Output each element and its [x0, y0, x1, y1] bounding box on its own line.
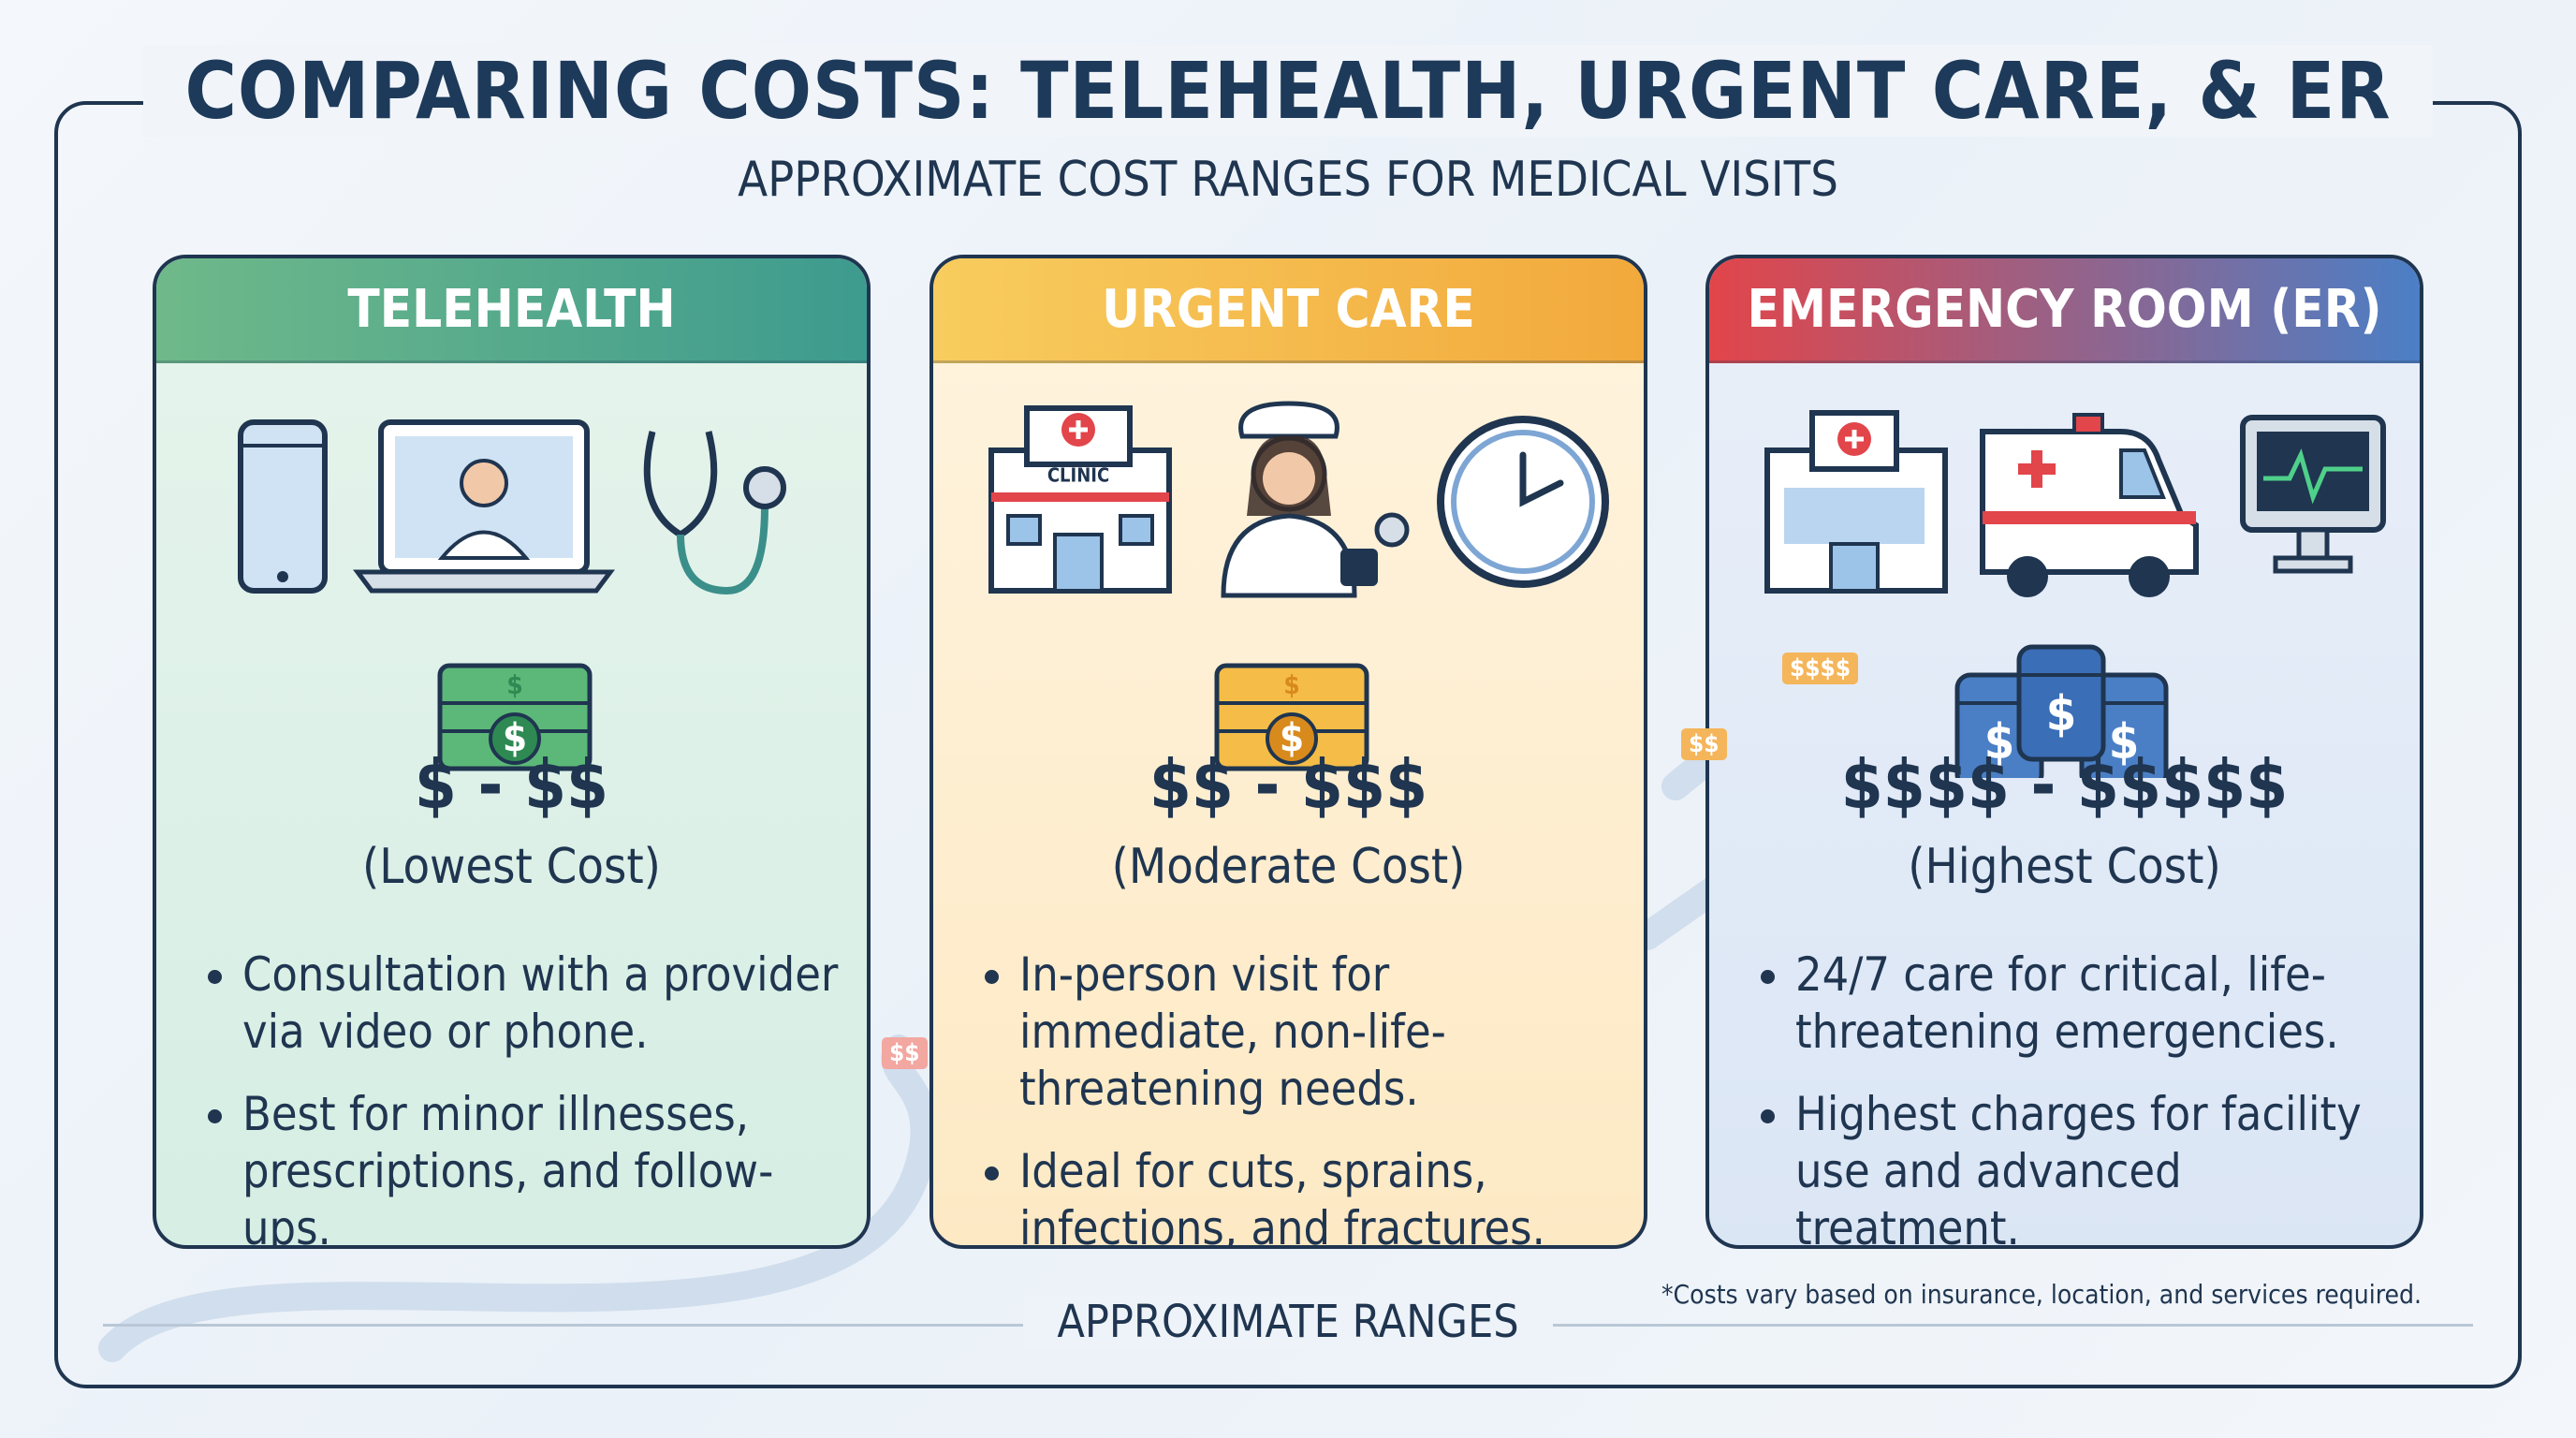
icon-shape — [1340, 549, 1378, 586]
icon-shape — [2018, 450, 2056, 488]
bullet: Consultation with a provider via video o… — [242, 946, 839, 1061]
bill-symbol: $ — [1984, 714, 2015, 770]
bullet: In-person visit for immediate, non-life-… — [1019, 946, 1616, 1118]
footer-label: APPROXIMATE RANGES — [1023, 1296, 1553, 1348]
bill-symbol: $ — [1280, 715, 1304, 761]
subtitle: APPROXIMATE COST RANGES FOR MEDICAL VISI… — [738, 152, 1838, 208]
card-icons — [238, 419, 786, 595]
icon-shape — [677, 506, 768, 595]
bullet: Best for minor illnesses, prescriptions,… — [242, 1086, 839, 1245]
road-tag: $$ — [882, 1037, 928, 1069]
icon-shape — [238, 419, 328, 594]
icon-shape — [437, 530, 531, 560]
icon-shape — [1069, 420, 1088, 439]
icon-shape — [1983, 511, 2196, 524]
bullet-list: 24/7 care for critical, life-threatening… — [1758, 946, 2392, 1245]
icon-shape — [460, 459, 508, 507]
icon-shape — [2273, 555, 2353, 574]
road-tag: $$$$ — [1782, 653, 1859, 684]
icon-shape — [1266, 712, 1318, 765]
icon-shape — [1451, 430, 1595, 574]
icon-shape — [1221, 513, 1357, 598]
icon-shape — [1006, 514, 1042, 546]
road-tag: $$ — [1681, 728, 1727, 760]
bill-symbol: $ — [503, 715, 527, 761]
cost-card: EMERGENCY ROOM (ER) $ $ $ $$$$ - $$$$$ (… — [1705, 255, 2423, 1249]
cost-label: (Lowest Cost) — [362, 839, 661, 895]
bullet-list: Consultation with a provider via video o… — [205, 946, 839, 1245]
icon-shape — [1980, 429, 2199, 575]
money-icon: $ $ — [1214, 663, 1369, 771]
icon-shape — [643, 431, 718, 539]
icon-text: CLINIC — [1047, 464, 1109, 487]
icon-shape — [991, 492, 1169, 502]
cost-label: (Highest Cost) — [1908, 839, 2221, 895]
icon-shape — [1374, 512, 1410, 548]
card-title: URGENT CARE — [933, 258, 1644, 363]
footnote: *Costs vary based on insurance, location… — [1661, 1279, 2422, 1310]
card-title: EMERGENCY ROOM (ER) — [1709, 258, 2420, 363]
icon-shape — [353, 569, 615, 594]
icon-shape — [2119, 448, 2166, 499]
card-title: TELEHEALTH — [156, 258, 867, 363]
cost-card: URGENT CARE CLINIC $ $ $$ - $$$ (Moderat… — [929, 255, 1647, 1249]
icon-shape — [1238, 401, 1339, 439]
bullet: 24/7 care for critical, life-threatening… — [1795, 946, 2392, 1061]
money-icon: $ $ $ — [1954, 644, 2169, 778]
cost-range: $$$$ - $$$$$ — [1840, 745, 2289, 824]
icon-shape — [2007, 556, 2048, 597]
icon-shape — [1053, 533, 1104, 593]
title: COMPARING COSTS: TELEHEALTH, URGENT CARE… — [0, 45, 2576, 137]
card-icons — [1764, 410, 2386, 597]
card-icons: CLINIC — [988, 401, 1609, 598]
cost-range: $ - $$ — [414, 745, 609, 824]
icon-shape — [2072, 413, 2104, 432]
bill-symbol: $ — [2109, 714, 2140, 770]
bullet-list: In-person visit for immediate, non-life-… — [982, 946, 1616, 1245]
bill-symbol: $ — [1283, 669, 1300, 700]
icon-shape — [2129, 556, 2170, 597]
icon-shape — [489, 712, 541, 765]
icon-shape — [2296, 527, 2330, 561]
cost-label: (Moderate Cost) — [1111, 839, 1466, 895]
cost-card: TELEHEALTH $ $ $ - $$ (Lowest Cost) Cons… — [153, 255, 871, 1249]
title-text: COMPARING COSTS: TELEHEALTH, URGENT CARE… — [143, 45, 2433, 137]
bullet: Ideal for cuts, sprains, infections, and… — [1019, 1143, 1616, 1245]
bullet: Highest charges for facility use and adv… — [1795, 1086, 2392, 1245]
icon-shape — [1845, 430, 1864, 448]
icon-shape — [743, 466, 786, 509]
icon-shape — [1263, 452, 1315, 505]
cost-range: $$ - $$$ — [1149, 745, 1428, 824]
icon-shape — [1519, 451, 1564, 507]
icon-shape — [2263, 448, 2363, 505]
icon-shape — [1784, 488, 1925, 544]
icon-shape — [277, 571, 288, 582]
bill-symbol: $ — [506, 669, 523, 700]
bill-symbol: $ — [2046, 686, 2077, 742]
footer: APPROXIMATE RANGES — [0, 1296, 2576, 1348]
icon-shape — [1119, 514, 1154, 546]
money-icon: $ $ — [437, 663, 593, 771]
icon-shape — [1829, 542, 1880, 593]
